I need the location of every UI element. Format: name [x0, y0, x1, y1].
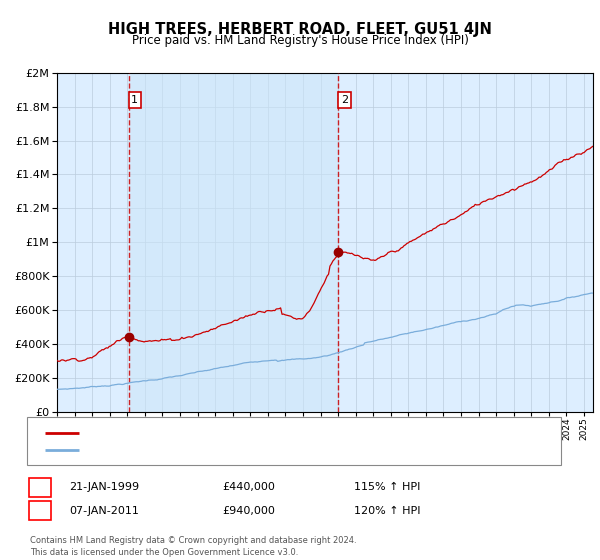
Text: 120% ↑ HPI: 120% ↑ HPI	[354, 506, 421, 516]
Text: 21-JAN-1999: 21-JAN-1999	[69, 482, 139, 492]
Text: £940,000: £940,000	[222, 506, 275, 516]
Text: 1: 1	[36, 480, 44, 494]
Text: 2: 2	[36, 504, 44, 517]
Text: 07-JAN-2011: 07-JAN-2011	[69, 506, 139, 516]
Text: HIGH TREES, HERBERT ROAD, FLEET, GU51 4JN: HIGH TREES, HERBERT ROAD, FLEET, GU51 4J…	[108, 22, 492, 38]
Text: Contains HM Land Registry data © Crown copyright and database right 2024.
This d: Contains HM Land Registry data © Crown c…	[30, 536, 356, 557]
Text: £440,000: £440,000	[222, 482, 275, 492]
Text: HPI: Average price, detached house, Hart: HPI: Average price, detached house, Hart	[86, 445, 302, 455]
Bar	[128, 73, 338, 412]
Text: 1: 1	[131, 95, 139, 105]
Text: 115% ↑ HPI: 115% ↑ HPI	[354, 482, 421, 492]
Text: Price paid vs. HM Land Registry's House Price Index (HPI): Price paid vs. HM Land Registry's House …	[131, 34, 469, 46]
Text: 2: 2	[341, 95, 348, 105]
Text: HIGH TREES, HERBERT ROAD, FLEET, GU51 4JN (detached house): HIGH TREES, HERBERT ROAD, FLEET, GU51 4J…	[86, 428, 425, 437]
